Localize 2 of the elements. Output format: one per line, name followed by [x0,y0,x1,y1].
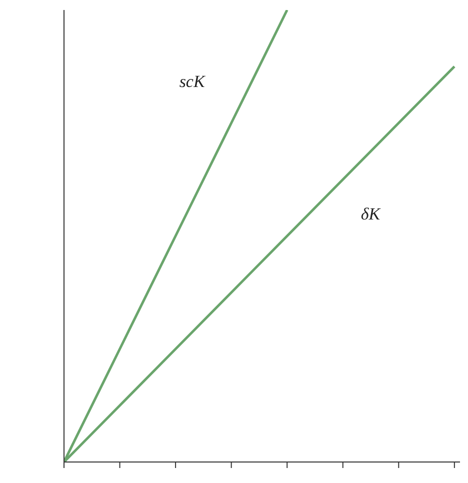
series-label: δK [360,204,382,224]
text: scK [179,72,206,91]
